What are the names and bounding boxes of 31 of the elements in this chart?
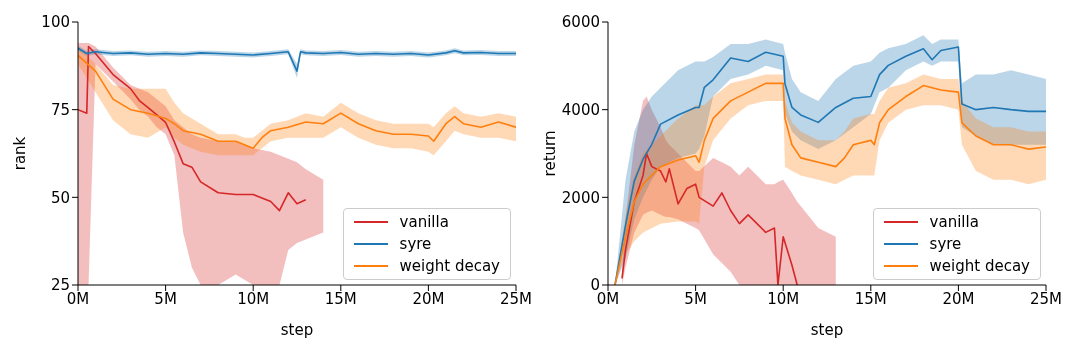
legend-label: syre bbox=[399, 234, 432, 255]
x-tick-label: 20M bbox=[412, 289, 445, 308]
x-tick-label: 25M bbox=[1029, 289, 1063, 308]
y-tick-label: 2000 bbox=[561, 188, 600, 207]
line-series bbox=[621, 152, 799, 285]
x-tick-label: 0M bbox=[596, 289, 620, 308]
line-series bbox=[78, 47, 516, 72]
x-tick-label: 5M bbox=[154, 289, 177, 308]
y-tick-label: 100 bbox=[41, 13, 70, 32]
y-axis-title: rank bbox=[11, 136, 30, 171]
legend-label: syre bbox=[929, 234, 962, 255]
y-tick-label: 6000 bbox=[561, 13, 600, 32]
x-axis-title: step bbox=[810, 321, 844, 339]
legend-label: weight decay bbox=[929, 256, 1030, 277]
x-tick-label: 20M bbox=[942, 289, 975, 308]
line-series bbox=[78, 45, 307, 212]
y-tick-label: 50 bbox=[50, 188, 70, 207]
y-tick-label: 4000 bbox=[561, 100, 600, 119]
y-axis-title: return bbox=[541, 130, 560, 177]
y-tick-label: 75 bbox=[50, 100, 70, 119]
x-tick-label: 25M bbox=[499, 289, 533, 308]
x-tick-label: 10M bbox=[237, 289, 270, 308]
x-tick-label: 5M bbox=[684, 289, 707, 308]
x-axis-title: step bbox=[280, 321, 314, 339]
x-tick-label: 15M bbox=[854, 289, 887, 308]
legend-label: weight decay bbox=[399, 256, 500, 277]
legend-label: vanilla bbox=[929, 212, 979, 233]
legend-label: vanilla bbox=[399, 212, 449, 233]
x-tick-label: 10M bbox=[767, 289, 800, 308]
x-tick-label: 0M bbox=[66, 289, 90, 308]
x-tick-label: 15M bbox=[324, 289, 357, 308]
